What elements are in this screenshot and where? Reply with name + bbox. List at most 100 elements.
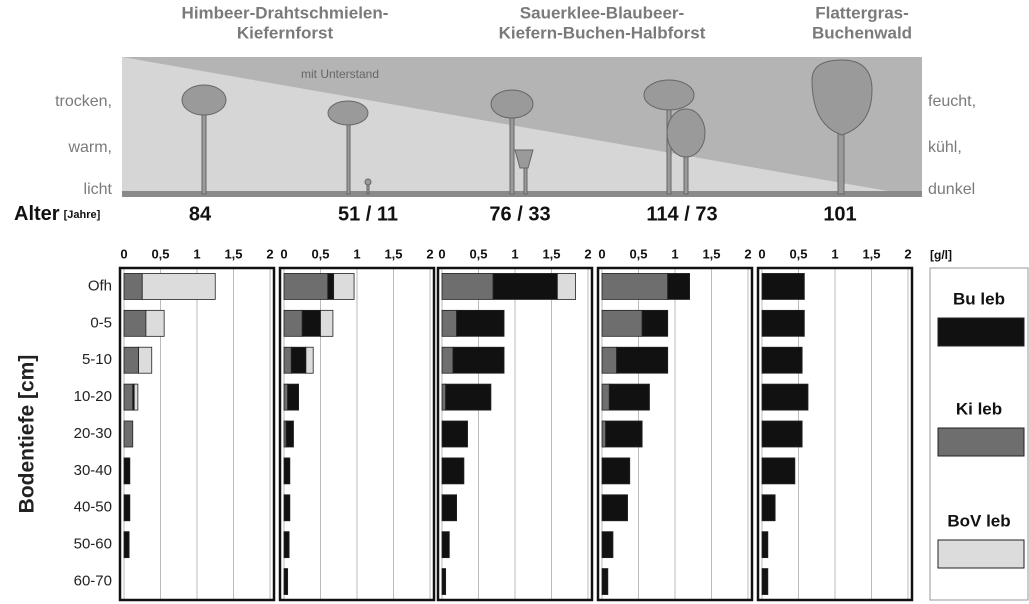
x-tick-label: 1 xyxy=(671,246,678,261)
bar-segment xyxy=(456,309,505,337)
left-label: licht xyxy=(84,181,113,198)
gradient-shade xyxy=(122,57,922,197)
bar-segment xyxy=(123,309,147,337)
x-tick-label: 1,5 xyxy=(224,246,242,261)
bar-segment xyxy=(283,568,289,595)
unit-label: [g/l] xyxy=(930,248,952,262)
bar-segment xyxy=(123,531,130,559)
x-tick-label: 1,5 xyxy=(702,246,720,261)
bar-segment xyxy=(283,273,329,300)
bar-segment xyxy=(601,494,628,522)
age-value: 114 / 73 xyxy=(646,203,717,225)
category-label: 30-40 xyxy=(74,462,112,479)
bar-segment xyxy=(601,531,614,559)
y-axis-label: Bodentiefe [cm] xyxy=(16,355,39,514)
left-label: trocken, xyxy=(55,93,112,110)
bar-segment xyxy=(452,346,505,374)
annotation: mit Unterstand xyxy=(301,67,379,81)
bar-segment xyxy=(123,273,143,300)
bar-segment xyxy=(761,568,769,595)
x-tick-label: 2 xyxy=(744,246,751,261)
x-tick-label: 0,5 xyxy=(629,246,647,261)
bar-segment xyxy=(333,273,355,300)
panel-frame xyxy=(118,266,276,602)
panel-frame xyxy=(596,266,754,602)
bar-segment xyxy=(616,346,669,374)
bar-segment xyxy=(761,531,769,559)
bar-segment xyxy=(305,346,314,374)
x-tick-label: 0,5 xyxy=(311,246,329,261)
x-tick-label: 0,5 xyxy=(469,246,487,261)
left-label: warm, xyxy=(67,139,112,156)
bar-segment xyxy=(556,273,576,300)
bar-segment xyxy=(301,309,321,337)
bar-segment xyxy=(605,420,643,448)
bar-segment xyxy=(145,309,165,337)
x-tick-label: 1 xyxy=(511,246,518,261)
x-tick-label: 2 xyxy=(584,246,591,261)
bar-segment xyxy=(761,494,776,522)
category-label: 60-70 xyxy=(74,573,112,590)
forest-title: Kiefernforst xyxy=(237,23,334,42)
category-label: Ofh xyxy=(88,277,112,294)
right-label: feucht, xyxy=(928,93,976,110)
x-tick-label: 1,5 xyxy=(542,246,560,261)
bar-segment xyxy=(441,309,458,337)
right-label: dunkel xyxy=(928,181,975,198)
age-label: Alter [Jahre] xyxy=(14,203,101,225)
bar-segment xyxy=(441,420,468,448)
bar-segment xyxy=(283,383,289,411)
bar-segment xyxy=(761,457,796,485)
x-tick-label: 1 xyxy=(353,246,360,261)
bar-segment xyxy=(492,273,558,300)
legend-label: Ki leb xyxy=(956,399,1002,418)
bar-segment xyxy=(601,457,631,485)
x-tick-label: 0 xyxy=(438,246,445,261)
bar-segment xyxy=(601,309,643,337)
bar-segment xyxy=(601,383,610,411)
bar-segment xyxy=(141,273,216,300)
x-tick-label: 0 xyxy=(758,246,765,261)
x-tick-label: 2 xyxy=(266,246,273,261)
bar-segment xyxy=(601,420,607,448)
forest-title: Flattergras- xyxy=(815,3,909,22)
bar-segment xyxy=(123,420,134,448)
bar-segment xyxy=(320,309,334,337)
age-unit: [Jahre] xyxy=(64,209,101,221)
bar-segment xyxy=(123,383,134,411)
panel-frame xyxy=(278,266,436,602)
panel-frame xyxy=(756,266,914,602)
age-value: 76 / 33 xyxy=(489,203,550,225)
bar-segment xyxy=(123,346,139,374)
forest-title: Himbeer-Drahtschmielen- xyxy=(182,3,389,22)
x-tick-label: 1 xyxy=(831,246,838,261)
bar-segment xyxy=(761,346,803,374)
legend-swatch xyxy=(937,539,1025,569)
bar-segment xyxy=(283,531,290,559)
bar-segment xyxy=(138,346,153,374)
bar-segment xyxy=(285,420,294,448)
trees xyxy=(181,59,873,195)
bar-segment xyxy=(667,273,691,300)
bar-segment xyxy=(441,273,494,300)
legend-label: BoV leb xyxy=(947,511,1010,530)
bar-segment xyxy=(601,568,609,595)
bar-segment xyxy=(761,273,805,300)
bar-segment xyxy=(327,273,335,300)
bar-segment xyxy=(290,346,307,374)
legend-label: Bu leb xyxy=(953,289,1005,308)
x-tick-label: 0 xyxy=(120,246,127,261)
x-tick-label: 0 xyxy=(598,246,605,261)
category-label: 50-60 xyxy=(74,536,112,553)
age-value: 84 xyxy=(189,203,212,225)
bar-segment xyxy=(601,273,669,300)
age-label-text: Alter xyxy=(14,203,60,225)
bar-segment xyxy=(283,309,303,337)
legend-box xyxy=(929,267,1029,601)
legend-swatch xyxy=(937,317,1025,347)
bar-segment xyxy=(441,531,450,559)
x-tick-label: 0,5 xyxy=(789,246,807,261)
bar-segment xyxy=(441,383,447,411)
x-tick-label: 2 xyxy=(904,246,911,261)
